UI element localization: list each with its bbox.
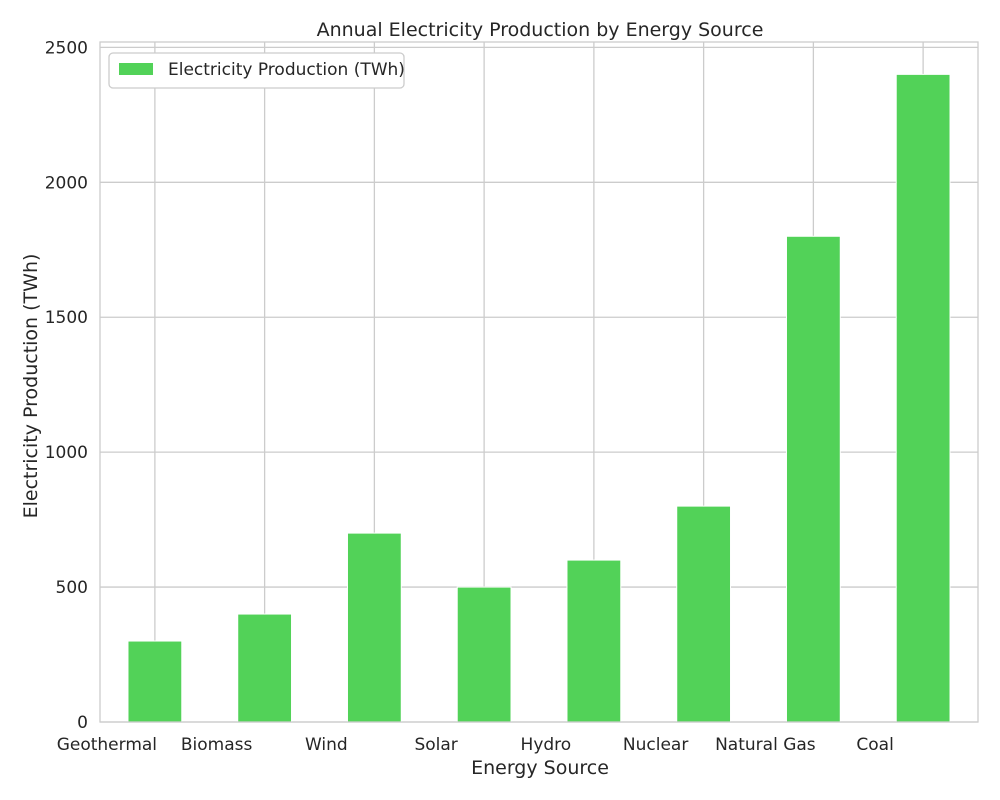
legend-label: Electricity Production (TWh)	[168, 60, 405, 80]
bar	[676, 505, 732, 723]
legend: Electricity Production (TWh)	[108, 52, 405, 89]
x-tick-label: Natural Gas	[715, 735, 816, 755]
bar	[456, 586, 512, 723]
bar	[785, 235, 841, 723]
bar	[237, 613, 293, 723]
x-tick-label: Coal	[856, 735, 893, 755]
bar	[566, 559, 622, 723]
bar	[346, 532, 402, 723]
x-tick-label: Geothermal	[57, 735, 157, 755]
legend-swatch	[119, 63, 153, 75]
y-tick-label: 1000	[45, 443, 88, 463]
legend-box	[108, 52, 405, 89]
y-tick-label: 1500	[45, 308, 88, 328]
chart-title: Annual Electricity Production by Energy …	[317, 19, 764, 41]
bar	[127, 640, 183, 723]
y-tick-label: 2000	[45, 173, 88, 193]
x-axis-ticks: Geothermal Biomass Wind Solar Hydro Nuclear Na…	[57, 735, 894, 755]
y-tick-label: 2500	[45, 38, 88, 58]
grid	[100, 42, 978, 723]
x-tick-label: Nuclear	[623, 735, 688, 755]
x-tick-label: Biomass	[181, 735, 253, 755]
x-tick-label: Solar	[414, 735, 457, 755]
x-tick-label: Hydro	[521, 735, 572, 755]
x-tick-label: Wind	[305, 735, 348, 755]
y-tick-label: 500	[56, 578, 88, 598]
x-axis-label: Energy Source	[471, 757, 609, 779]
bar	[895, 73, 951, 723]
y-axis-ticks: 0 500 1000 1500 2000 2500	[45, 38, 88, 733]
bars	[127, 73, 951, 723]
y-tick-label: 0	[77, 713, 88, 733]
y-axis-label: Electricity Production (TWh)	[20, 254, 42, 519]
plot-frame	[99, 41, 979, 723]
